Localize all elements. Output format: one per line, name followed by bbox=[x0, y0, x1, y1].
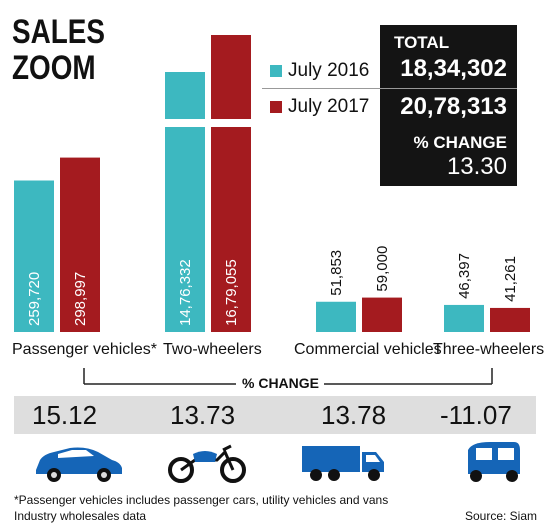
auto-rickshaw-icon bbox=[468, 442, 520, 482]
footnote-passenger-definition: *Passenger vehicles includes passenger c… bbox=[14, 493, 389, 507]
legend-swatch-2016 bbox=[270, 65, 282, 77]
category-label-passenger: Passenger vehicles* bbox=[12, 341, 157, 358]
bar-lower-cat1-s0 bbox=[165, 127, 205, 332]
chart-title: SALES ZOOM bbox=[12, 14, 105, 86]
total-2016: 18,34,302 bbox=[400, 55, 507, 82]
pct-change-bracket bbox=[83, 368, 493, 385]
source-credit: Source: Siam bbox=[464, 509, 537, 523]
total-2017: 20,78,313 bbox=[400, 93, 507, 120]
value-label-cat3-s0: 46,397 bbox=[456, 253, 473, 299]
car-icon bbox=[36, 447, 122, 482]
value-label-cat3-s1: 41,261 bbox=[502, 256, 519, 302]
category-label-commercial: Commercial vehicles bbox=[294, 341, 442, 358]
category-label-three-wheelers: Three-wheelers bbox=[433, 341, 545, 358]
bar-cat0-s1 bbox=[60, 157, 100, 332]
legend-item-2017: July 2017 bbox=[270, 96, 369, 118]
motorcycle-icon bbox=[168, 444, 246, 483]
value-label-cat0-s0: 259,720 bbox=[26, 272, 43, 326]
title-line-2: ZOOM bbox=[12, 49, 96, 87]
bar-upper-cat1-s0 bbox=[165, 72, 205, 119]
value-label-cat0-s1: 298,997 bbox=[72, 272, 89, 326]
title-line-1: SALES bbox=[12, 13, 105, 51]
pct-change-three-wheelers: -11.07 bbox=[440, 400, 512, 430]
total-box: TOTAL 18,34,302 20,78,313 % CHANGE 13.30 bbox=[380, 25, 517, 186]
total-label: TOTAL bbox=[394, 33, 450, 52]
pct-change-band bbox=[14, 396, 536, 434]
bar-cat0-s0 bbox=[14, 180, 54, 332]
footnote-data-note: Industry wholesales data bbox=[14, 509, 147, 523]
pct-change-passenger: 15.12 bbox=[32, 400, 98, 430]
bar-cat2-s1 bbox=[362, 297, 402, 332]
pct-change-heading: % CHANGE bbox=[242, 375, 320, 391]
pct-change-commercial: 13.78 bbox=[321, 400, 387, 430]
total-change-label: % CHANGE bbox=[413, 133, 507, 152]
bar-lower-cat1-s1 bbox=[211, 127, 251, 332]
bar-cat3-s0 bbox=[444, 304, 484, 332]
bar-cat2-s0 bbox=[316, 301, 356, 332]
legend-swatch-2017 bbox=[270, 101, 282, 113]
pct-change-two-wheelers: 13.73 bbox=[170, 400, 236, 430]
value-label-cat1-s0: 14,76,332 bbox=[177, 259, 194, 326]
value-label-cat2-s1: 59,000 bbox=[374, 246, 391, 292]
legend-label-2017: July 2017 bbox=[288, 96, 370, 117]
legend-label-2016: July 2016 bbox=[288, 60, 370, 81]
value-label-cat2-s0: 51,853 bbox=[328, 250, 345, 296]
value-label-cat1-s1: 16,79,055 bbox=[223, 259, 240, 326]
bar-upper-cat1-s1 bbox=[211, 35, 251, 119]
legend-item-2016: July 2016 bbox=[270, 60, 369, 82]
category-label-two-wheelers: Two-wheelers bbox=[163, 341, 262, 358]
bar-cat3-s1 bbox=[490, 307, 530, 332]
legend-divider bbox=[262, 88, 517, 89]
truck-icon bbox=[302, 446, 384, 481]
total-change-value: 13.30 bbox=[446, 153, 507, 180]
